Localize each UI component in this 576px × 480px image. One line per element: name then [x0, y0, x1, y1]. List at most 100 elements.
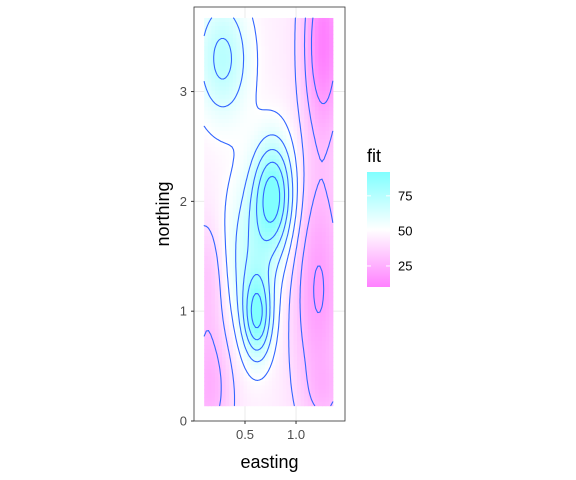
- heatmap-cell: [232, 151, 237, 156]
- heatmap-cell: [293, 312, 298, 318]
- heatmap-cell: [229, 78, 234, 84]
- heatmap-cell: [311, 341, 316, 346]
- heatmap-cell: [222, 248, 227, 253]
- heatmap-cell: [293, 264, 298, 269]
- heatmap-cell: [286, 292, 291, 298]
- heatmap-cell: [243, 236, 248, 241]
- heatmap-cell: [325, 122, 330, 128]
- heatmap-cell: [264, 58, 270, 63]
- heatmap-cell: [218, 264, 223, 269]
- heatmap-cell: [214, 62, 220, 68]
- heatmap-cell: [268, 401, 273, 407]
- heatmap-cell: [250, 30, 255, 35]
- heatmap-cell: [261, 324, 266, 330]
- heatmap-cell: [236, 341, 241, 346]
- heatmap-cell: [275, 248, 280, 253]
- heatmap-cell: [218, 361, 223, 366]
- heatmap-cell: [264, 82, 270, 88]
- heatmap-cell: [229, 74, 234, 80]
- heatmap-cell: [229, 272, 234, 278]
- heatmap-cell: [261, 308, 266, 314]
- heatmap-cell: [286, 171, 291, 177]
- heatmap-cell: [204, 187, 209, 193]
- heatmap-cell: [279, 353, 284, 358]
- heatmap-cell: [211, 22, 216, 27]
- heatmap-cell: [314, 122, 320, 128]
- heatmap-cell: [264, 207, 270, 213]
- heatmap-cell: [304, 118, 309, 124]
- heatmap-cell: [311, 369, 316, 374]
- heatmap-cell: [289, 143, 295, 148]
- heatmap-cell: [204, 122, 209, 128]
- heatmap-cell: [239, 135, 245, 140]
- heatmap-cell: [229, 349, 234, 354]
- heatmap-cell: [300, 102, 305, 108]
- heatmap-cell: [207, 207, 212, 213]
- heatmap-cell: [214, 320, 220, 326]
- heatmap-cell: [275, 58, 280, 63]
- heatmap-cell: [236, 264, 241, 269]
- heatmap-cell: [229, 179, 234, 185]
- heatmap-cell: [307, 332, 312, 338]
- heatmap-cell: [304, 284, 309, 290]
- heatmap-cell: [329, 393, 334, 399]
- heatmap-cell: [207, 106, 212, 112]
- heatmap-cell: [268, 385, 273, 391]
- heatmap-cell: [272, 42, 277, 47]
- heatmap-cell: [225, 46, 230, 51]
- heatmap-cell: [225, 30, 230, 35]
- heatmap-cell: [243, 62, 248, 68]
- heatmap-cell: [214, 272, 220, 278]
- heatmap-cell: [218, 54, 223, 59]
- heatmap-cell: [314, 223, 320, 229]
- heatmap-cell: [264, 223, 270, 229]
- heatmap-cell: [318, 248, 323, 253]
- heatmap-cell: [325, 203, 330, 209]
- heatmap-cell: [289, 62, 295, 68]
- heatmap-cell: [264, 389, 270, 395]
- heatmap-cell: [207, 256, 212, 261]
- heatmap-cell: [279, 167, 284, 173]
- heatmap-cell: [236, 70, 241, 76]
- heatmap-cell: [293, 349, 298, 354]
- heatmap-cell: [250, 122, 255, 128]
- heatmap-cell: [322, 296, 327, 302]
- heatmap-cell: [243, 292, 248, 298]
- heatmap-cell: [329, 195, 334, 201]
- heatmap-cell: [232, 276, 237, 282]
- heatmap-cell: [293, 163, 298, 168]
- heatmap-cell: [214, 385, 220, 391]
- heatmap-cell: [297, 244, 302, 249]
- heatmap-cell: [322, 292, 327, 298]
- heatmap-cell: [257, 369, 262, 374]
- heatmap-cell: [261, 118, 266, 124]
- heatmap-cell: [329, 17, 334, 23]
- heatmap-cell: [250, 78, 255, 84]
- heatmap-cell: [243, 86, 248, 92]
- heatmap-cell: [247, 118, 252, 124]
- heatmap-cell: [279, 187, 284, 193]
- heatmap-cell: [307, 175, 312, 181]
- heatmap-cell: [325, 397, 330, 403]
- heatmap-cell: [247, 42, 252, 47]
- heatmap-cell: [322, 349, 327, 354]
- heatmap-cell: [307, 296, 312, 302]
- heatmap-cell: [261, 139, 266, 144]
- heatmap-cell: [311, 50, 316, 55]
- heatmap-cell: [275, 365, 280, 370]
- heatmap-cell: [225, 155, 230, 160]
- heatmap-cell: [239, 231, 245, 237]
- heatmap-cell: [204, 276, 209, 282]
- heatmap-cell: [325, 284, 330, 290]
- heatmap-cell: [329, 42, 334, 47]
- heatmap-cell: [272, 74, 277, 80]
- heatmap-cell: [236, 17, 241, 23]
- heatmap-cell: [289, 86, 295, 92]
- heatmap-cell: [304, 171, 309, 177]
- heatmap-cell: [214, 397, 220, 403]
- heatmap-cell: [293, 272, 298, 278]
- heatmap-cell: [236, 175, 241, 181]
- heatmap-cell: [257, 90, 262, 96]
- heatmap-cell: [314, 361, 320, 366]
- heatmap-cell: [218, 62, 223, 68]
